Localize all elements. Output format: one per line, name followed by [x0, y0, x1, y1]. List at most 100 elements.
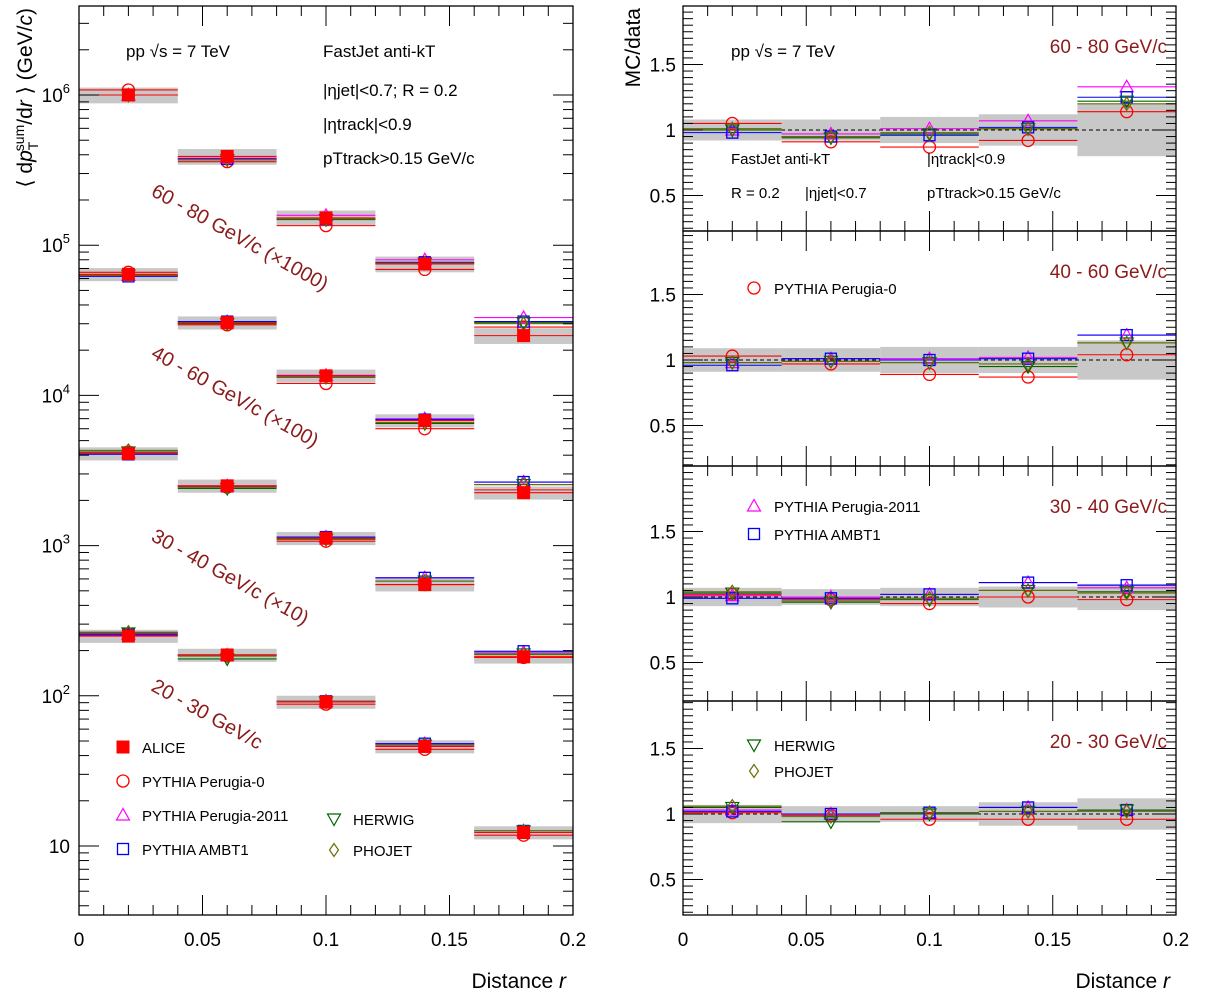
ratio-point-phojet: [825, 593, 837, 609]
ratio-point-phojet: [1121, 585, 1132, 601]
ratio-point-phojet: [924, 590, 935, 606]
ratio-y-tick-label: 0.5: [650, 654, 676, 675]
point-alice: [319, 369, 333, 383]
ratio-panel-1: 0.5 1 1.5 40 - 60 GeV/c: [650, 230, 1177, 467]
legend-label: HERWIG: [353, 812, 414, 829]
point-alice: [121, 629, 135, 643]
ratio-point-phojet: [924, 125, 935, 141]
legend-marker: [116, 774, 130, 788]
ratio-point-pythia-ambt1: [726, 126, 739, 139]
ratio-point-herwig: [1020, 360, 1036, 375]
ratio-panel-label: 60 - 80 GeV/c: [1050, 37, 1167, 58]
legend-entry-herwig: HERWIG: [326, 812, 414, 829]
ratio-eta-jet-label: |ηjet|<0.7: [805, 185, 867, 202]
x-axis-title: Distance r: [471, 970, 567, 993]
eta-track-label: |ηtrack|<0.9: [323, 115, 412, 134]
legend-marker: [115, 807, 131, 821]
ratio-x-tick-label: 0.1: [916, 930, 942, 951]
x-tick-label: 0.05: [184, 930, 221, 951]
y-tick-label: 103: [42, 532, 70, 558]
legend-entry-phojet: PHOJET: [328, 842, 412, 860]
ratio-eta-track-label: |ηtrack|<0.9: [927, 151, 1005, 168]
legend-marker: [116, 842, 130, 856]
y-axis-title: ⟨ dpTsum/dr ⟩ (GeV/c): [11, 8, 41, 188]
y-tick-label: 10: [49, 837, 70, 858]
legend-entry-alice: ALICE: [116, 740, 185, 757]
ratio-y-tick-label: 1.5: [650, 286, 676, 307]
point-alice: [121, 447, 135, 461]
point-alice: [220, 648, 234, 662]
point-herwig: [516, 478, 532, 493]
bin-label: 40 - 60 GeV/c (×100): [148, 342, 323, 452]
ratio-point-pythia-ambt1: [824, 807, 838, 821]
legend-label: PHOJET: [353, 843, 412, 860]
ratio-point-pythia-ambt1: [726, 592, 739, 605]
ratio-x-tick-label: 0: [678, 930, 689, 951]
point-alice: [319, 531, 333, 545]
point-pythia-ambt1: [517, 315, 530, 328]
ratio-point-pythia-perugia-0: [922, 812, 937, 826]
point-alice: [418, 414, 432, 428]
ratio-point-phojet: [825, 353, 837, 369]
ratio-radius-label: R = 0.2: [731, 185, 780, 202]
ratio-point-phojet: [727, 121, 738, 137]
point-alice: [418, 578, 432, 592]
ratio-x-tick-label: 0.05: [788, 930, 825, 951]
ratio-x-tick-label: 0.2: [1163, 930, 1189, 951]
eta-jet-label: |ηjet|<0.7; R = 0.2: [323, 81, 458, 100]
ratio-point-herwig: [1119, 337, 1135, 351]
ratio-point-phojet: [727, 798, 738, 814]
ratio-point-herwig: [1020, 123, 1036, 137]
ratio-point-pythia-ambt1: [1021, 576, 1035, 589]
ratio-x-tick-label: 0.15: [1034, 930, 1071, 951]
ratio-point-pythia-perugia-0: [1021, 590, 1035, 604]
ratio-y-tick-label: 0.5: [650, 417, 676, 438]
ratio-point-herwig: [921, 357, 938, 371]
ratio-legend-label: HERWIG: [774, 738, 835, 755]
ratio-point-phojet: [1022, 121, 1034, 137]
ratio-x-axis-title: Distance r: [1075, 970, 1171, 993]
ratio-legend-entry-herwig: HERWIG: [746, 738, 835, 755]
ratio-point-herwig: [1020, 584, 1036, 599]
ratio-point-phojet: [1022, 356, 1034, 372]
x-tick-label: 0.1: [313, 930, 339, 951]
ratio-energy-label: pp √s = 7 TeV: [731, 42, 836, 61]
legend-entry-pythia-perugia-2011: PYTHIA Perugia-2011: [115, 807, 288, 825]
ratio-point-pythia-perugia-0: [725, 349, 739, 363]
legend-marker: [116, 740, 130, 754]
ratio-point-pythia-ambt1: [726, 359, 739, 372]
y-tick-label: 102: [42, 682, 70, 708]
ratio-point-pythia-perugia-2011: [1020, 113, 1036, 127]
ratio-point-pythia-perugia-2011: [1119, 79, 1135, 93]
left-group-1: [79, 265, 573, 500]
ratio-legend-label: PYTHIA Perugia-0: [774, 281, 897, 298]
point-alice: [220, 149, 234, 163]
ratio-y-tick-label: 1: [665, 588, 676, 609]
ratio-point-herwig: [823, 355, 839, 370]
ratio-point-phojet: [1121, 335, 1132, 351]
ratio-legend-entry-phojet: PHOJET: [748, 763, 833, 781]
ratio-point-phojet: [924, 805, 935, 821]
y-tick-label: 104: [42, 381, 70, 407]
point-alice: [121, 88, 135, 102]
ratio-point-pythia-perugia-2011: [724, 354, 740, 369]
ratio-legend-marker: [747, 527, 761, 541]
legend-entry-pythia-perugia-0: PYTHIA Perugia-0: [116, 774, 265, 791]
ratio-point-phojet: [727, 355, 738, 371]
legend-label: PYTHIA Perugia-2011: [142, 808, 288, 825]
ratio-point-herwig: [823, 816, 839, 830]
x-tick-label: 0.15: [431, 930, 468, 951]
ratio-point-pythia-ambt1: [726, 805, 739, 818]
ratio-panel-label: 20 - 30 GeV/c: [1050, 732, 1167, 753]
ratio-panel-label: 40 - 60 GeV/c: [1050, 262, 1167, 283]
ratio-y-tick-label: 1.5: [650, 740, 676, 761]
ratio-point-phojet: [1121, 803, 1132, 819]
left-group-0: [79, 83, 573, 344]
ratio-legend-entry-pythia-ambt1: PYTHIA AMBT1: [747, 527, 881, 544]
point-alice: [121, 267, 135, 281]
ratio-point-pythia-perugia-2011: [921, 120, 938, 135]
left-plot: 0 0.05 0.1 0.15 0.2 10 102 103 104 105 106 Distance…: [11, 5, 586, 993]
ratio-point-phojet: [1121, 96, 1132, 112]
algorithm-label: FastJet anti-kT: [323, 42, 435, 61]
